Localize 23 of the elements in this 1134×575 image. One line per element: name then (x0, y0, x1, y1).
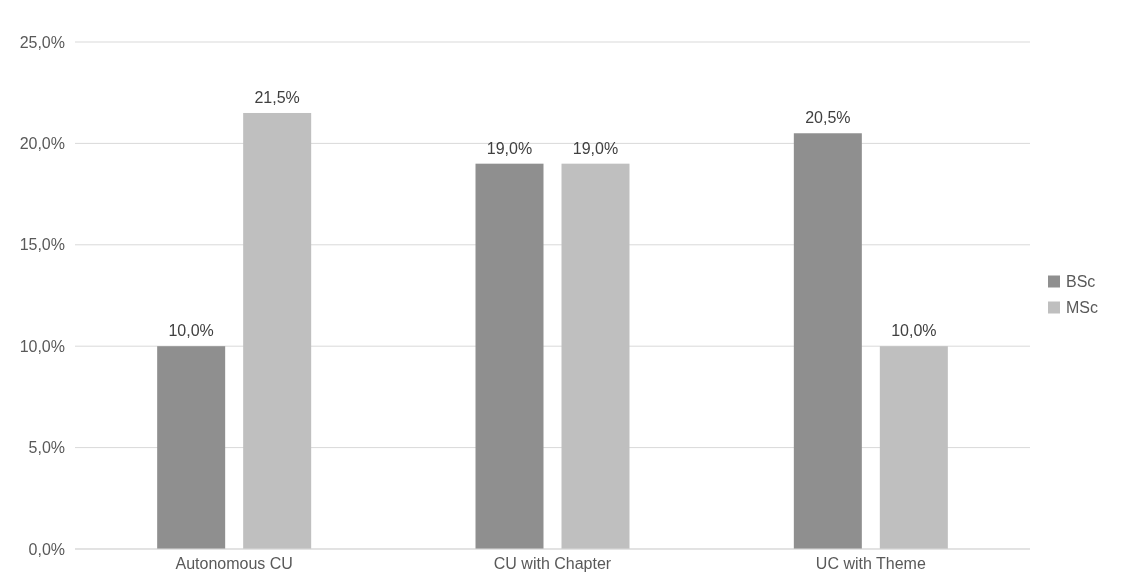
data-label: 20,5% (805, 109, 851, 127)
bar (157, 346, 226, 549)
x-tick-label: CU with Chapter (493, 555, 612, 572)
data-label: 19,0% (572, 139, 619, 157)
legend-label: MSc (1066, 299, 1098, 317)
x-tick-label: UC with Theme (815, 555, 926, 572)
bar (475, 163, 544, 549)
legend-label: BSc (1066, 273, 1096, 291)
data-label: 10,0% (891, 322, 937, 340)
bar (561, 163, 630, 549)
x-tick-label: Autonomous CU (175, 555, 293, 572)
y-tick-label: 0,0% (28, 540, 65, 558)
y-tick-label: 25,0% (19, 33, 65, 51)
y-tick-label: 5,0% (28, 439, 65, 457)
y-tick-label: 10,0% (19, 337, 65, 355)
data-label: 19,0% (486, 139, 533, 157)
bar (243, 112, 312, 549)
bar (879, 346, 948, 549)
data-label: 10,0% (168, 322, 214, 340)
y-tick-label: 15,0% (19, 236, 65, 254)
y-tick-label: 20,0% (19, 135, 65, 152)
data-label: 21,5% (254, 88, 300, 106)
bar (793, 133, 862, 549)
